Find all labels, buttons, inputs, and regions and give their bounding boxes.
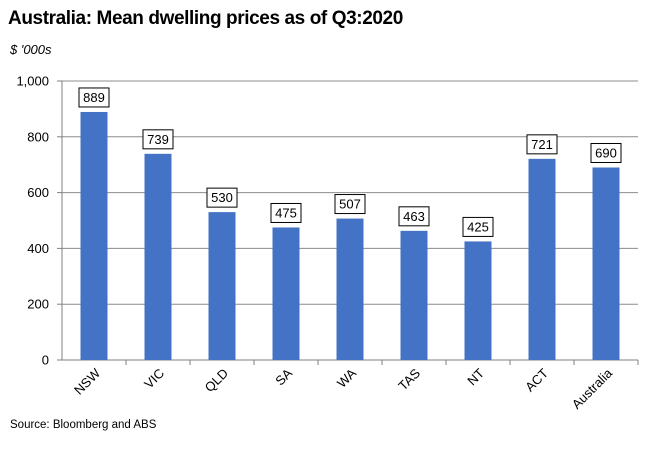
y-tick-label: 200 [27, 297, 49, 312]
data-label: 739 [147, 132, 169, 147]
y-tick-label: 0 [42, 353, 49, 368]
source-note: Source: Bloomberg and ABS [10, 419, 157, 431]
y-axis-unit-label: $ '000s [10, 42, 52, 57]
chart-title: Australia: Mean dwelling prices as of Q3… [8, 8, 403, 29]
x-tick-label: NSW [71, 365, 104, 398]
data-label: 690 [595, 145, 617, 160]
y-tick-label: 400 [27, 241, 49, 256]
data-label-box [270, 202, 302, 223]
data-label: 889 [83, 90, 105, 105]
y-tick-label: 600 [27, 185, 49, 200]
data-label-box [526, 134, 558, 155]
x-tick-label: WA [334, 365, 359, 390]
data-label: 530 [211, 190, 233, 205]
bar [528, 158, 556, 360]
x-tick-label: ACT [522, 365, 551, 394]
bar [144, 153, 172, 360]
y-tick-label: 800 [27, 129, 49, 144]
x-tick-label: SA [272, 365, 295, 388]
bar [592, 167, 620, 360]
data-label-box [334, 194, 366, 215]
data-label: 475 [275, 205, 297, 220]
data-label-box [398, 206, 430, 227]
bar [336, 218, 364, 360]
data-label-box [78, 87, 110, 108]
x-tick-label: VIC [141, 366, 167, 392]
bar [400, 230, 428, 360]
data-label: 507 [339, 197, 361, 212]
bar [272, 227, 300, 360]
x-tick-label: NT [464, 365, 487, 388]
data-label: 425 [467, 219, 489, 234]
data-label-box [590, 142, 622, 163]
data-label: 463 [403, 209, 425, 224]
x-tick-label: Australia [569, 365, 616, 412]
x-tick-label: TAS [395, 365, 423, 393]
bar [80, 111, 108, 361]
y-tick-label: 1,000 [16, 74, 49, 89]
data-label: 721 [531, 137, 553, 152]
bar [464, 241, 492, 360]
bar [208, 212, 236, 360]
data-label-box [206, 187, 238, 208]
data-label-box [142, 129, 174, 150]
x-tick-label: QLD [202, 366, 232, 396]
data-label-box [462, 216, 494, 237]
